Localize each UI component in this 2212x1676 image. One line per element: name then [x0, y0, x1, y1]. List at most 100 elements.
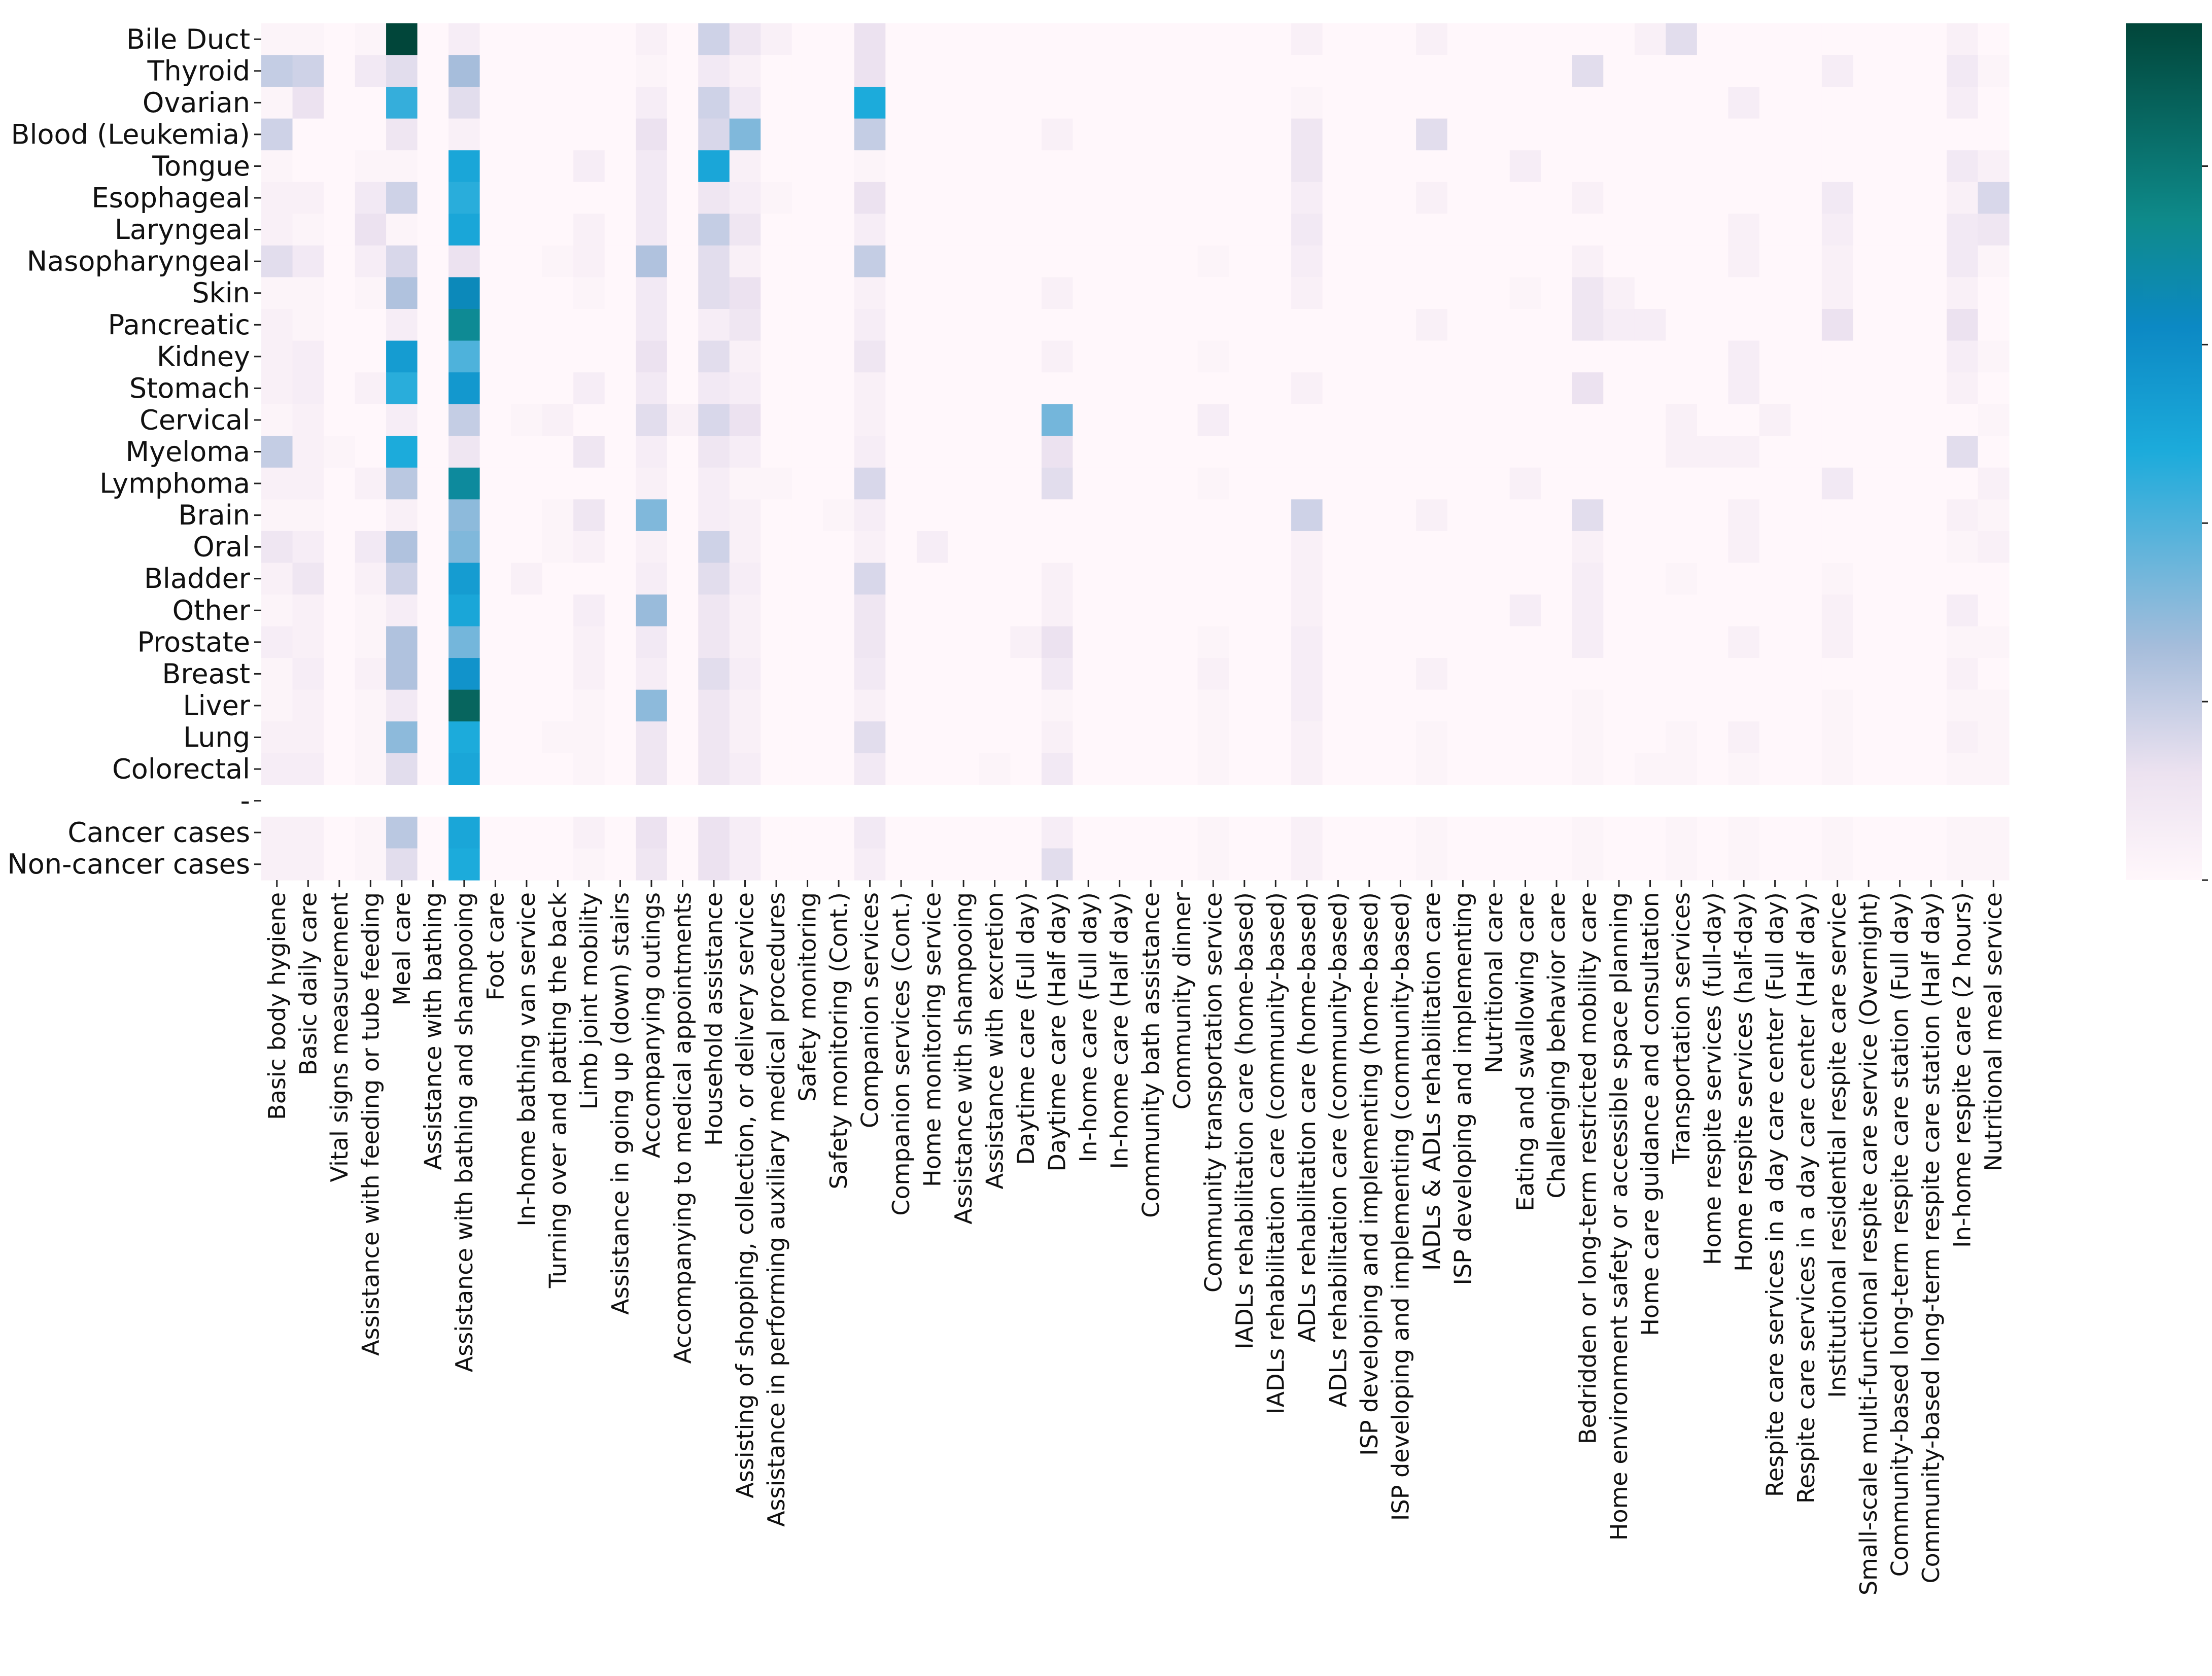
heatmap-cell	[604, 309, 636, 341]
heatmap-cell	[1416, 753, 1448, 785]
heatmap-cell	[479, 531, 511, 564]
heatmap-cell	[1447, 563, 1479, 595]
heatmap-cell	[948, 245, 980, 278]
heatmap-cell	[1322, 467, 1354, 500]
heatmap-cell	[573, 753, 605, 785]
heatmap-cell	[1354, 150, 1386, 183]
heatmap-cell	[1946, 182, 1979, 214]
heatmap-cell	[1447, 182, 1479, 214]
heatmap-cell	[604, 245, 636, 278]
heatmap-cell	[1666, 23, 1698, 56]
heatmap-cell	[1821, 689, 1854, 722]
heatmap-cell	[1166, 436, 1198, 468]
heatmap-cell	[417, 467, 449, 500]
heatmap-cell	[1884, 595, 1916, 627]
column-label: Assistance with feeding or tube feeding	[357, 892, 384, 1356]
heatmap-cell	[1135, 150, 1167, 183]
heatmap-cell	[698, 277, 730, 309]
heatmap-cell	[854, 563, 886, 595]
heatmap-cell	[1790, 55, 1822, 87]
heatmap-cell	[791, 214, 823, 246]
heatmap-cell	[1759, 816, 1791, 849]
heatmap-cell	[355, 531, 387, 564]
heatmap-cell	[417, 563, 449, 595]
heatmap-cell	[1291, 436, 1323, 468]
heatmap-cell	[604, 626, 636, 658]
heatmap-cell	[355, 118, 387, 151]
heatmap-cell	[1666, 626, 1698, 658]
heatmap-cell	[1260, 816, 1292, 849]
heatmap-cell	[604, 87, 636, 119]
heatmap-cell	[1197, 499, 1229, 532]
row-label: -	[240, 785, 251, 817]
heatmap-cell	[1697, 87, 1729, 119]
heatmap-cell	[1010, 436, 1042, 468]
heatmap-cell	[823, 277, 855, 309]
heatmap-cell	[1697, 214, 1729, 246]
heatmap-cell	[292, 55, 324, 87]
heatmap-cell	[1385, 816, 1416, 849]
heatmap-cell	[1509, 23, 1541, 56]
heatmap-cell	[292, 563, 324, 595]
heatmap-cell	[1010, 87, 1042, 119]
heatmap-cell	[823, 118, 855, 151]
heatmap-cell	[1509, 595, 1541, 627]
heatmap-cell	[1853, 753, 1885, 785]
heatmap-cell	[1821, 87, 1854, 119]
heatmap-cell	[292, 689, 324, 722]
heatmap-cell	[1541, 372, 1573, 405]
column-label: Community dinner	[1168, 892, 1196, 1109]
heatmap-cell	[1853, 595, 1885, 627]
heatmap-cell	[542, 531, 574, 564]
heatmap-cell	[1853, 658, 1885, 690]
heatmap-cell	[1478, 340, 1510, 373]
heatmap-cell	[417, 150, 449, 183]
heatmap-cell	[1697, 721, 1729, 754]
heatmap-cell	[1322, 658, 1354, 690]
heatmap-cell	[1478, 214, 1510, 246]
heatmap-cell	[1385, 848, 1416, 881]
heatmap-cell	[948, 563, 980, 595]
heatmap-cell	[292, 595, 324, 627]
heatmap-cell	[636, 245, 668, 278]
heatmap-cell	[1385, 531, 1416, 564]
heatmap-cell	[1197, 563, 1229, 595]
heatmap-cell	[1759, 150, 1791, 183]
heatmap-cell	[386, 563, 418, 595]
heatmap-cell	[1291, 372, 1323, 405]
heatmap-cell	[1073, 436, 1104, 468]
heatmap-cell	[791, 87, 823, 119]
heatmap-cell	[948, 626, 980, 658]
heatmap-cell	[1103, 531, 1136, 564]
heatmap-cell	[1790, 595, 1822, 627]
column-label: Assistance in performing auxiliary medic…	[763, 892, 790, 1527]
heatmap-cell	[1790, 214, 1822, 246]
heatmap-cell	[1759, 658, 1791, 690]
column-label: ADLs rehabilitation care (community-base…	[1324, 892, 1352, 1407]
heatmap-cell	[1541, 23, 1573, 56]
heatmap-cell	[1509, 816, 1541, 849]
heatmap-cell	[1135, 626, 1167, 658]
heatmap-cell	[355, 87, 387, 119]
row-label: Liver	[183, 689, 251, 721]
heatmap-cell	[324, 150, 356, 183]
heatmap-cell	[1478, 277, 1510, 309]
heatmap-cell	[355, 753, 387, 785]
heatmap-cell	[823, 372, 855, 405]
heatmap-cell	[854, 182, 886, 214]
heatmap-cell	[1260, 309, 1292, 341]
heatmap-cell	[1759, 595, 1791, 627]
heatmap-cell	[948, 753, 980, 785]
heatmap-cell	[1697, 372, 1729, 405]
heatmap-cell	[1728, 436, 1760, 468]
heatmap-cell	[1853, 563, 1885, 595]
heatmap-cell	[1354, 658, 1386, 690]
heatmap-cell	[417, 23, 449, 56]
heatmap-cell	[854, 721, 886, 754]
heatmap-cell	[667, 467, 699, 500]
heatmap-cell	[1041, 467, 1074, 500]
heatmap-cell	[1978, 340, 2010, 373]
heatmap-cell	[511, 404, 543, 436]
heatmap-cell	[386, 721, 418, 754]
heatmap-cell	[1103, 182, 1136, 214]
